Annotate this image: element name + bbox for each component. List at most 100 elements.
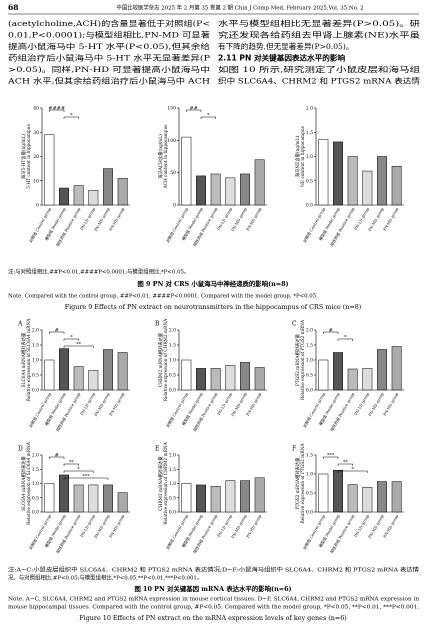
body-line: 如图 10 所示,研究测定了小鼠皮层和海马组 — [218, 64, 421, 74]
y-tick-label: 10 — [33, 178, 39, 184]
y-tick-label: 1.0 — [306, 358, 313, 364]
significance-bracket — [323, 331, 339, 334]
y-tick-label: 1.5 — [32, 467, 39, 473]
significance-mark: # — [329, 328, 333, 334]
y-tick-label: 1.5 — [306, 343, 313, 349]
bar — [103, 168, 113, 206]
bar — [73, 185, 84, 206]
bar — [117, 178, 128, 206]
bar — [59, 187, 69, 206]
bar — [59, 474, 69, 513]
bar — [103, 484, 113, 513]
bar — [117, 352, 128, 391]
bar — [362, 487, 373, 513]
body-line: 究还发现各给药组去甲肾上腺素(NE)水平虽 — [218, 30, 421, 40]
bar — [318, 139, 329, 206]
group-label: PN-HD group — [108, 513, 126, 539]
y-tick-label: 0.0 — [306, 388, 313, 394]
significance-bracket — [323, 456, 339, 459]
y-tick-label: 0.5 — [306, 491, 313, 497]
y-label: Relative expression of PTGS2 mRNA — [301, 443, 306, 524]
bar — [73, 484, 84, 513]
body-line: ACH 水平,但其余给药组治疗后小鼠海马中 ACH — [7, 76, 211, 86]
group-label: PN-HD group — [382, 513, 400, 539]
bar — [318, 473, 329, 513]
y-tick-label: 0 — [173, 203, 176, 209]
significance-mark: * — [351, 467, 354, 473]
y-label: 海马5-HT含量(ng/mL) — [20, 134, 27, 180]
significance-bracket — [49, 109, 65, 112]
y-label: SLC6A4 mRNA相对表达量 — [20, 332, 27, 387]
section-heading: 2.11 PN 对关键基因表达水平的影响 — [218, 53, 345, 63]
y-label: 海马NE含量(ng/mL) — [294, 136, 301, 178]
bar — [181, 359, 192, 391]
bar — [240, 362, 250, 391]
bar — [240, 173, 250, 206]
significance-mark: * — [70, 113, 73, 119]
bar — [225, 480, 236, 513]
bar — [210, 368, 221, 391]
significance-bracket — [49, 331, 65, 334]
y-tick-label: 1.0 — [169, 481, 176, 487]
significance-bracket — [49, 456, 65, 459]
y-label: SLC6A4 mRNA相对表达量 — [20, 455, 27, 510]
y-tick-label: 1.5 — [306, 130, 313, 136]
y-label: Relative expression of CHRM2 mRNA — [164, 441, 169, 524]
bar — [377, 481, 387, 513]
bar — [391, 481, 402, 513]
y-tick-label: 0.0 — [306, 510, 313, 516]
significance-mark: # — [55, 328, 59, 334]
bar — [347, 156, 358, 206]
bar — [362, 368, 373, 391]
bar — [44, 483, 55, 513]
significance-bracket — [337, 463, 353, 466]
y-tick-label: 150 — [167, 106, 176, 112]
y-tick-label: 1.5 — [306, 453, 313, 459]
significance-bracket — [63, 116, 79, 119]
significance-bracket — [337, 470, 368, 473]
significance-bracket — [63, 470, 94, 473]
bar — [44, 134, 55, 206]
y-tick-label: 1.0 — [306, 154, 313, 160]
y-tick-label: 0 — [36, 203, 39, 209]
bar — [347, 368, 358, 391]
y-tick-label: 2.0 — [169, 453, 176, 459]
bar — [391, 165, 402, 206]
y-label: PTGS2 mRNA相对表达量 — [294, 333, 301, 386]
y-tick-label: 0.5 — [32, 373, 39, 379]
significance-mark: # — [55, 453, 59, 459]
bar — [377, 156, 387, 206]
figure-caption: 图 10 PN 对关键基因 mRNA 表达水平的影响(n=6) — [134, 584, 291, 593]
significance-mark: * — [344, 335, 347, 341]
y-label: Relative expression of SLC6A4 mRNA — [27, 318, 32, 402]
y-label: PTGS2 mRNA相对表达量 — [294, 457, 301, 510]
y-tick-label: 2.0 — [32, 453, 39, 459]
y-tick-label: 1.5 — [169, 467, 176, 473]
figure-caption: 图 9 PN 对 CRS 小鼠海马中神经递质的影响(n=8) — [137, 279, 288, 288]
panel-letter: D — [18, 446, 23, 453]
panel-letter: F — [292, 446, 296, 453]
bar — [73, 366, 84, 391]
y-tick-label: 0.5 — [306, 178, 313, 184]
y-tick-label: 0.0 — [169, 510, 176, 516]
body-line: 织中 SLC6A4、CHRM2 和 PTGS2 mRNA 表达情 — [218, 76, 420, 86]
bar — [181, 483, 192, 513]
y-tick-label: 30 — [33, 130, 39, 136]
y-tick-label: 0.5 — [306, 373, 313, 379]
figure-note: 注:与对照组相比,##P<0.01,####P<0.0001;与模型组相比,*P… — [8, 268, 189, 276]
significance-bracket — [200, 116, 216, 119]
bar — [88, 190, 99, 206]
y-label: Relative expression of PTGS2 mRNA — [301, 319, 306, 400]
bar — [103, 349, 113, 391]
y-tick-label: 2.0 — [169, 328, 176, 334]
significance-mark: * — [207, 113, 210, 119]
significance-mark: ** — [69, 460, 75, 466]
bar — [210, 173, 221, 206]
y-tick-label: 1.5 — [169, 343, 176, 349]
significance-mark: ## — [189, 106, 197, 112]
significance-mark: ** — [76, 342, 82, 348]
group-label: PN-HD group — [108, 391, 126, 417]
y-label: CHRM2 mRNA相对表达量 — [157, 456, 164, 511]
bar — [88, 370, 99, 391]
